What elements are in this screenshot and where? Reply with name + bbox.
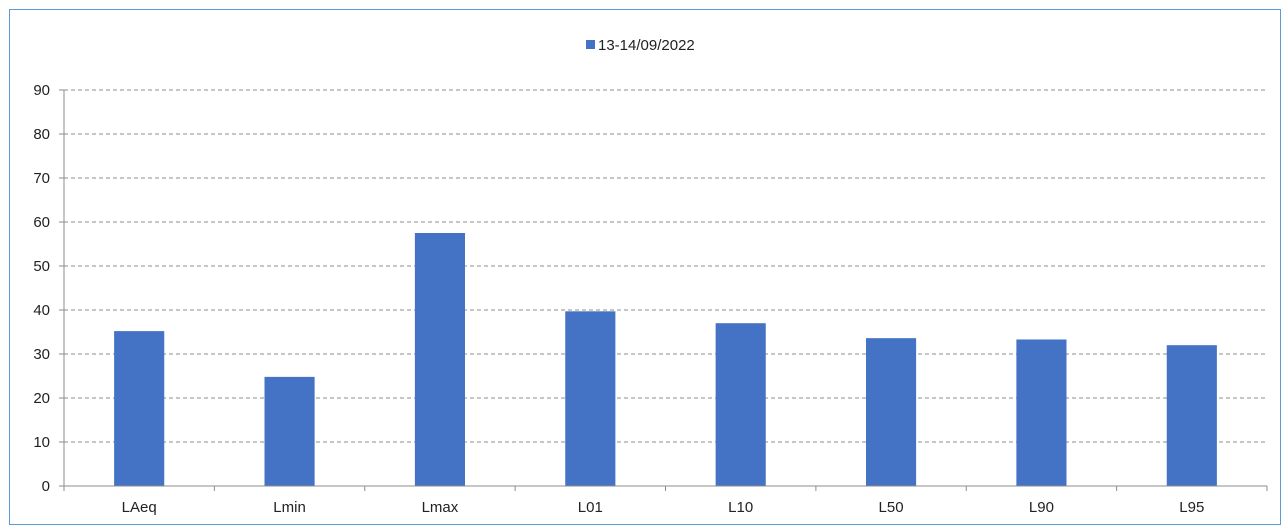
y-tick-labels: 0 10 20 30 40 50 60 70 80 90 bbox=[33, 82, 50, 495]
legend-swatch bbox=[586, 40, 595, 49]
bar-l50 bbox=[866, 338, 917, 486]
bar-l95 bbox=[1166, 345, 1217, 486]
bar-laeq bbox=[114, 331, 165, 486]
legend-label: 13-14/09/2022 bbox=[598, 37, 695, 54]
gridlines bbox=[64, 89, 1267, 443]
x-tick-label: Lmax bbox=[422, 499, 459, 516]
x-tick-label: L50 bbox=[879, 499, 904, 516]
bar-l01 bbox=[565, 311, 616, 486]
y-tick-label: 60 bbox=[33, 214, 50, 231]
x-tick-label: L90 bbox=[1029, 499, 1054, 516]
x-tick-label: LAeq bbox=[122, 499, 157, 516]
y-tick-label: 30 bbox=[33, 346, 50, 363]
axes bbox=[59, 89, 1268, 491]
y-tick-label: 70 bbox=[33, 170, 50, 187]
bar-l10 bbox=[715, 323, 766, 486]
y-tick-label: 50 bbox=[33, 258, 50, 275]
y-tick-label: 90 bbox=[33, 82, 50, 99]
x-tick-labels: LAeq Lmin Lmax L01 L10 L50 L90 L95 bbox=[122, 499, 1205, 516]
x-tick-label: Lmin bbox=[273, 499, 306, 516]
y-tick-label: 20 bbox=[33, 390, 50, 407]
chart-frame bbox=[9, 9, 1281, 525]
y-tick-label: 0 bbox=[42, 478, 50, 495]
bars bbox=[114, 233, 1217, 486]
bar-lmin bbox=[264, 376, 315, 486]
legend: 13-14/09/2022 bbox=[586, 37, 695, 54]
x-tick-label: L95 bbox=[1179, 499, 1204, 516]
y-tick-label: 80 bbox=[33, 126, 50, 143]
x-tick-label: L01 bbox=[578, 499, 603, 516]
x-tick-label: L10 bbox=[728, 499, 753, 516]
bar-lmax bbox=[414, 233, 465, 486]
y-tick-label: 40 bbox=[33, 302, 50, 319]
y-tick-label: 10 bbox=[33, 434, 50, 451]
bar-l90 bbox=[1016, 339, 1067, 486]
